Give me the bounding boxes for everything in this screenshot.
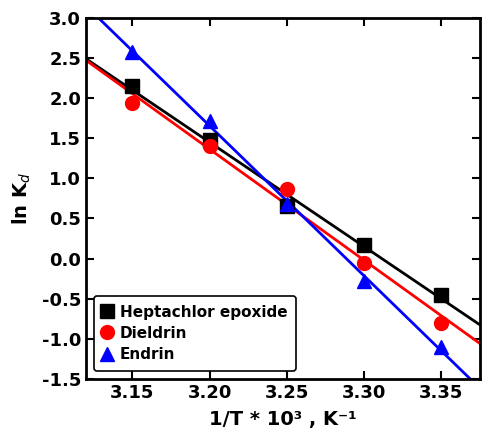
Line: Endrin: Endrin [125,45,448,354]
Dieldrin [438,320,444,325]
X-axis label: 1/T * 10³ , K⁻¹: 1/T * 10³ , K⁻¹ [209,410,357,429]
Dieldrin [361,260,367,265]
Heptachlor epoxide [284,204,290,209]
Endrin [207,118,213,123]
Line: Heptachlor epoxide: Heptachlor epoxide [125,79,448,301]
Y-axis label: ln K$_d$: ln K$_d$ [11,172,33,225]
Legend: Heptachlor epoxide, Dieldrin, Endrin: Heptachlor epoxide, Dieldrin, Endrin [94,296,297,371]
Heptachlor epoxide [207,137,213,143]
Dieldrin [207,144,213,149]
Line: Dieldrin: Dieldrin [125,96,448,330]
Endrin [284,202,290,207]
Dieldrin [284,186,290,191]
Heptachlor epoxide [129,84,135,89]
Heptachlor epoxide [438,292,444,297]
Dieldrin [129,100,135,106]
Heptachlor epoxide [361,242,367,248]
Endrin [129,49,135,55]
Endrin [361,278,367,283]
Endrin [438,344,444,349]
